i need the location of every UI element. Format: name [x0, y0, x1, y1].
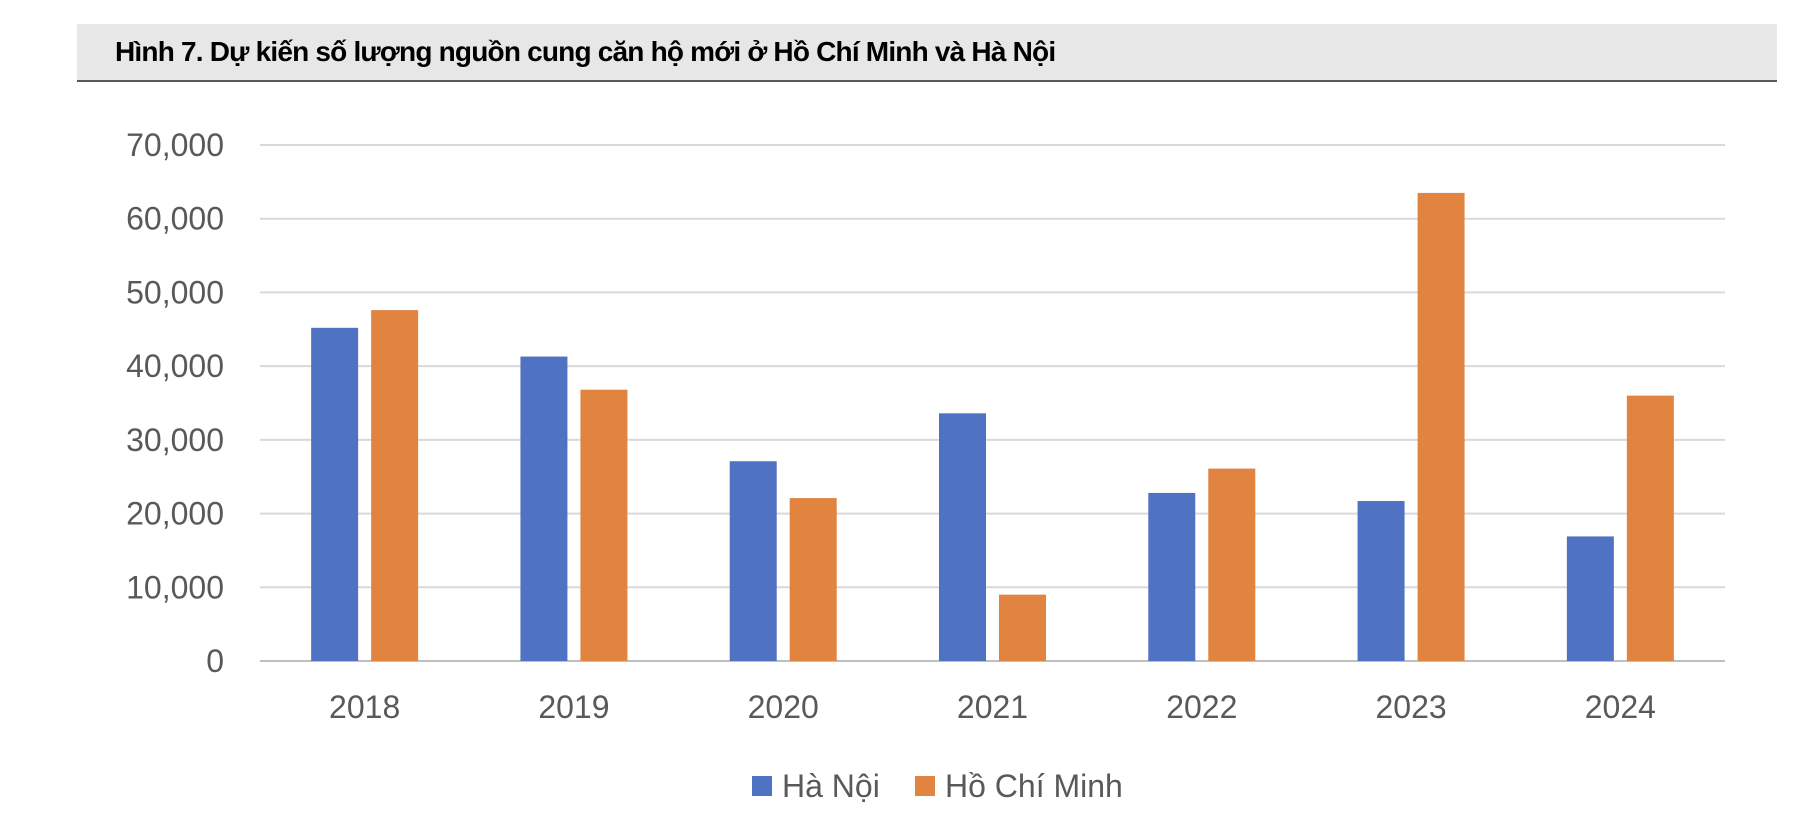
bar-2018-0 [311, 327, 359, 661]
x-tick-label: 2019 [538, 689, 609, 725]
y-tick-label: 0 [206, 643, 224, 679]
bar-2024-1 [1626, 395, 1674, 661]
x-tick-label: 2023 [1375, 689, 1446, 725]
y-tick-label: 60,000 [126, 201, 224, 237]
bar-2022-1 [1208, 468, 1256, 661]
bar-2021-0 [939, 413, 986, 661]
legend-swatch [752, 776, 772, 796]
bar-2023-1 [1417, 192, 1465, 661]
x-tick-label: 2024 [1585, 689, 1656, 725]
bar-2023-0 [1357, 501, 1405, 661]
x-tick-label: 2021 [957, 689, 1028, 725]
y-tick-label: 40,000 [126, 348, 224, 384]
y-tick-label: 70,000 [126, 127, 224, 163]
legend: Hà Nội Hồ Chí Minh [752, 768, 1123, 804]
bar-2018-1 [371, 310, 419, 661]
bar-2022-0 [1148, 492, 1196, 661]
chart-title-bar: Hình 7. Dự kiến số lượng nguồn cung căn … [77, 24, 1777, 82]
bar-2019-1 [580, 389, 628, 661]
bars [311, 192, 1674, 661]
y-axis: 0 10,000 20,000 30,000 40,000 50,000 60,000 70,… [126, 127, 224, 679]
bar-2020-0 [729, 461, 777, 661]
bar-2020-1 [789, 498, 837, 661]
legend-label: Hồ Chí Minh [945, 768, 1123, 804]
chart-title: Hình 7. Dự kiến số lượng nguồn cung căn … [115, 36, 1056, 67]
y-tick-label: 10,000 [126, 569, 224, 605]
bar-2021-1 [999, 594, 1046, 661]
gridlines [260, 144, 1725, 662]
y-tick-label: 50,000 [126, 274, 224, 310]
legend-swatch [915, 776, 935, 796]
x-axis: 2018 2019 2020 2021 2022 2023 2024 [329, 689, 1656, 725]
legend-label: Hà Nội [782, 768, 880, 804]
x-tick-label: 2022 [1166, 689, 1237, 725]
y-tick-label: 30,000 [126, 422, 224, 458]
bar-2024-0 [1566, 536, 1614, 661]
x-tick-label: 2020 [748, 689, 819, 725]
x-tick-label: 2018 [329, 689, 400, 725]
bar-2019-0 [520, 356, 568, 661]
y-tick-label: 20,000 [126, 496, 224, 532]
